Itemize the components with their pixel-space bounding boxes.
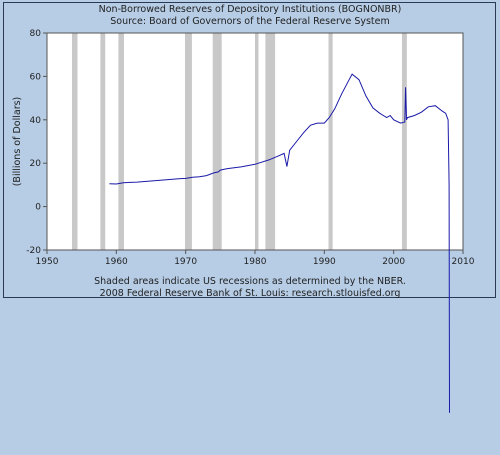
series-lines bbox=[109, 73, 450, 413]
footer-source-note: 2008 Federal Reserve Bank of St. Louis: … bbox=[99, 288, 401, 299]
recession-band-3 bbox=[184, 33, 192, 250]
x-tick-label: 1990 bbox=[313, 257, 336, 267]
x-tick-label: 2000 bbox=[382, 257, 405, 267]
chart-frame bbox=[3, 2, 496, 298]
recession-band-5 bbox=[255, 33, 259, 250]
x-tick-label: 2010 bbox=[452, 257, 475, 267]
recession-band-2 bbox=[118, 33, 124, 250]
y-tick-label: 40 bbox=[30, 116, 42, 126]
axes: 1950 1960 1970 1980 1990 2000 2010 -20 0 20 40 60 80 bbox=[26, 29, 474, 267]
y-tick-label: 60 bbox=[30, 72, 42, 82]
y-tick-label: 0 bbox=[35, 203, 41, 213]
x-tick-label: 1950 bbox=[36, 257, 59, 267]
y-tick-label: 80 bbox=[30, 29, 42, 39]
y-tick-label: 20 bbox=[30, 159, 42, 169]
recession-band-8 bbox=[401, 33, 407, 250]
recession-band-7 bbox=[328, 33, 333, 250]
footer-recession-note: Shaded areas indicate US recessions as d… bbox=[94, 276, 406, 287]
recession-band-4 bbox=[212, 33, 222, 250]
y-tick-label: -20 bbox=[26, 246, 41, 256]
x-tick-label: 1970 bbox=[174, 257, 197, 267]
x-tick-label: 1960 bbox=[105, 257, 128, 267]
recession-band-1 bbox=[100, 33, 106, 250]
chart-title: Non-Borrowed Reserves of Depository Inst… bbox=[98, 4, 402, 15]
y-axis-label: (Billions of Dollars) bbox=[12, 97, 23, 187]
recession-band-0 bbox=[71, 33, 78, 250]
recession-band-6 bbox=[265, 33, 276, 250]
recession-bands bbox=[71, 33, 407, 250]
x-tick-label: 1980 bbox=[244, 257, 267, 267]
chart-subtitle: Source: Board of Governors of the Federa… bbox=[110, 16, 390, 27]
series-line-0 bbox=[109, 73, 450, 413]
